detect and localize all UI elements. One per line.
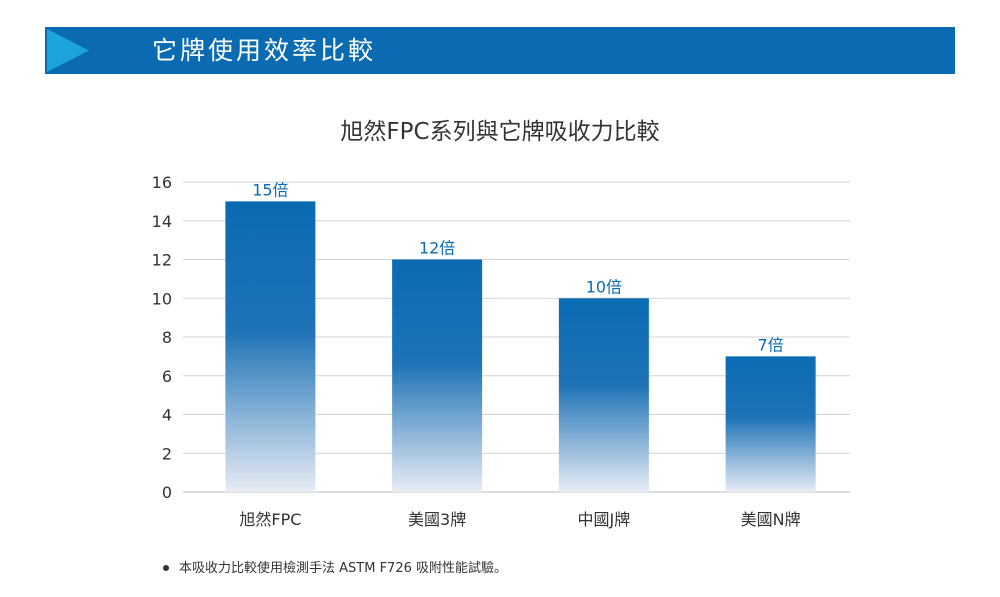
bar [558, 298, 649, 492]
y-axis-ticks: 0 2 4 6 8 10 12 14 16 [152, 173, 172, 502]
x-tick-label: 美國3牌 [408, 510, 466, 529]
banner-title: 它牌使用效率比較 [152, 36, 377, 65]
bullet-icon [163, 564, 169, 571]
data-label: 10倍 [586, 277, 622, 296]
y-tick-label: 0 [162, 483, 172, 502]
footnote: 本吸收力比較使用檢測手法 ASTM F726 吸附性能試驗。 [163, 557, 507, 576]
y-tick-label: 6 [162, 367, 172, 386]
y-tick-label: 14 [152, 212, 172, 231]
y-tick-label: 2 [162, 444, 172, 463]
data-label: 15倍 [252, 180, 288, 199]
x-tick-label: 美國N牌 [741, 510, 801, 529]
footnote-text: 本吸收力比較使用檢測手法 ASTM F726 吸附性能試驗。 [179, 561, 507, 576]
x-tick-label: 中國J牌 [578, 510, 631, 529]
y-tick-label: 8 [162, 328, 172, 347]
bar [225, 201, 316, 492]
y-tick-label: 12 [152, 251, 172, 270]
section-banner: 它牌使用效率比較 [45, 27, 955, 74]
data-label: 7倍 [758, 335, 784, 354]
x-tick-label: 旭然FPC [239, 510, 301, 529]
data-labels: 15倍 12倍 10倍 7倍 [252, 180, 784, 354]
data-label: 12倍 [419, 239, 455, 258]
y-tick-label: 10 [152, 289, 172, 308]
x-axis-ticks: 旭然FPC 美國3牌 中國J牌 美國N牌 [239, 510, 800, 529]
bar [392, 259, 483, 492]
chart-title: 旭然FPC系列與它牌吸收力比較 [340, 119, 660, 145]
bars [225, 201, 816, 492]
y-tick-label: 4 [162, 406, 172, 425]
play-arrow-icon [47, 29, 89, 72]
bar [725, 356, 816, 492]
y-tick-label: 16 [152, 173, 172, 192]
